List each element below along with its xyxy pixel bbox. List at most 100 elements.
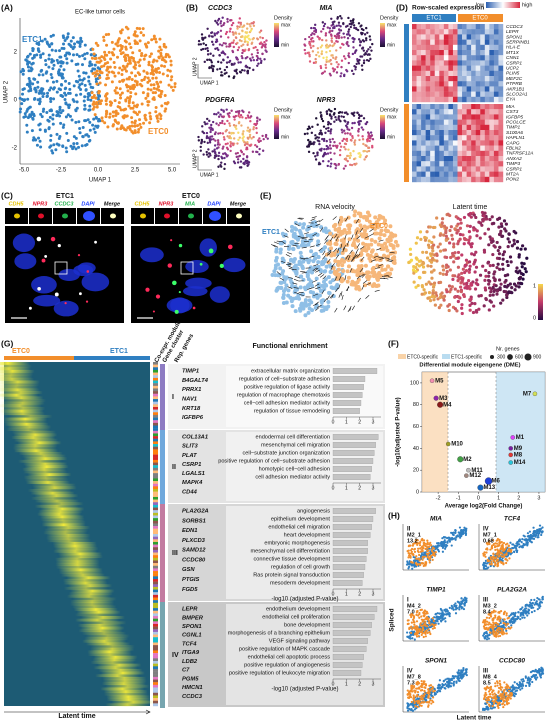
legend-swatch [398,354,406,359]
cell-dot [96,72,100,76]
heat-cell [489,140,495,146]
bar [332,580,363,586]
x-tick-label: 3 [537,495,540,501]
rep-gene: FGD5 [182,587,198,593]
gene-label: HLA-E [506,45,521,51]
module-strip [153,489,158,492]
cell-dot [274,247,279,252]
cell-dot [335,60,338,64]
cell-dot [334,242,339,247]
cell-dot [329,132,332,135]
cell-dot [488,293,492,297]
cell-dot [335,24,338,28]
cell-dot [258,137,261,140]
cell-dot [313,32,316,36]
cell-dot [356,111,359,114]
cell-dot [79,39,83,43]
heat-cell [457,135,463,141]
heat-cell [493,39,499,45]
cell-dot [312,151,315,155]
chart-title: Differential module eigengene (DME) [419,363,520,369]
cell-dot [209,52,212,55]
cell-dot [434,291,438,295]
cell-dot [473,260,477,264]
cell-dot [383,273,388,278]
cell-dot [250,22,253,25]
cell-dot [369,238,374,243]
heat-cell [480,124,485,131]
cell-dot [261,149,265,152]
cell-dot [62,123,66,127]
heat-cell [466,60,472,66]
cell-dot [507,240,512,244]
cell-dot [173,82,177,86]
cell-dot [323,269,328,274]
cell-dot [438,249,443,253]
heat-cell [439,34,445,40]
cell-dot [24,58,28,62]
heatmap-row [40,507,85,511]
cell-dot [72,53,76,57]
cell-dot [36,47,40,51]
cell-dot [348,128,351,132]
cell-dot [91,123,95,127]
heat-cell [416,109,422,115]
rep-gene: GSN [182,567,195,573]
point [433,395,439,401]
heat-cell [434,29,440,35]
rep-gene: TIMP1 [182,369,199,375]
cell-dot [243,141,246,144]
cell-dot [84,71,88,75]
heat-cell [412,96,417,103]
heat-cell [466,76,472,82]
rep-gene: PGM5 [182,676,199,682]
channel-label: NPR3 [159,201,174,207]
cell-dot [304,37,307,41]
heat-cell [425,150,431,157]
heat-cell [489,145,495,151]
cell-dot [365,38,368,42]
heat-cell [430,60,435,66]
cell-dot [221,152,225,156]
heat-cell [416,171,422,177]
cell-dot [213,148,216,151]
cell-dot [78,44,82,48]
cell-dot [105,77,109,81]
heat-cell [448,109,454,115]
cell-dot [450,544,453,547]
cell-dot [148,115,152,119]
cell-dot [252,126,256,129]
cell-dot [116,40,120,44]
cell-dot [118,66,122,70]
cell-dot [521,244,525,248]
heat-cell [498,24,504,30]
heatmap-row [70,589,115,593]
cell-dot [79,87,83,91]
velocity-arrow [273,241,279,245]
cell-dot [62,68,66,72]
heatmap-row [55,557,100,561]
cell-dot [127,36,131,40]
heat-cell [489,114,495,120]
heat-cell [443,145,449,151]
cell-dot [76,62,80,66]
heatmap-row [60,573,105,577]
heatmap-row [17,441,62,445]
cell-dot [232,45,236,49]
cell-dot [157,49,161,53]
module-strip [153,552,158,556]
point-label: M6 [492,479,501,485]
velocity-arrow [301,238,307,240]
cell-dot [258,118,262,121]
cell-dot [296,245,301,250]
cell-dot [329,109,332,113]
cell-dot [50,60,54,64]
cell-dot [505,285,509,289]
bar [332,384,364,390]
cell-dot [447,308,451,313]
cell-dot [157,85,161,89]
cell-dot [219,74,223,77]
cell-dot [39,53,43,57]
cell-dot [102,38,106,42]
cell-dot [31,61,35,65]
